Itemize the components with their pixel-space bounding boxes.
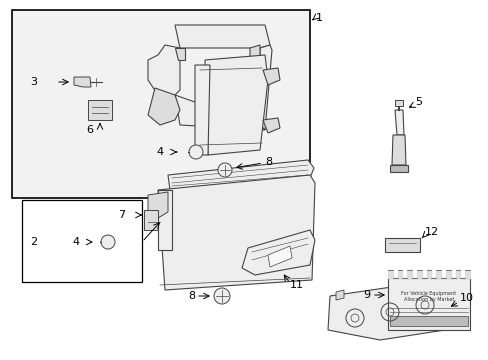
Polygon shape bbox=[148, 192, 168, 218]
Polygon shape bbox=[168, 160, 313, 190]
Text: 8: 8 bbox=[264, 157, 271, 167]
Text: 6: 6 bbox=[86, 125, 93, 135]
Text: 4: 4 bbox=[72, 237, 79, 247]
Polygon shape bbox=[148, 88, 180, 125]
Bar bbox=[12, 10, 309, 198]
Text: 10: 10 bbox=[459, 293, 473, 303]
Polygon shape bbox=[263, 68, 280, 85]
Text: 8: 8 bbox=[187, 291, 195, 301]
Text: 12: 12 bbox=[424, 227, 438, 237]
Polygon shape bbox=[394, 110, 403, 135]
Circle shape bbox=[189, 145, 203, 159]
Polygon shape bbox=[143, 210, 158, 230]
Polygon shape bbox=[455, 270, 459, 278]
Polygon shape bbox=[407, 270, 411, 278]
Bar bbox=[22, 200, 142, 282]
Polygon shape bbox=[263, 118, 280, 133]
Polygon shape bbox=[391, 135, 405, 165]
Polygon shape bbox=[389, 165, 407, 172]
Polygon shape bbox=[267, 246, 291, 267]
Polygon shape bbox=[74, 77, 91, 87]
Text: 4: 4 bbox=[156, 147, 163, 157]
Polygon shape bbox=[175, 95, 264, 130]
Text: 1: 1 bbox=[315, 13, 323, 23]
Text: 7: 7 bbox=[118, 210, 125, 220]
Polygon shape bbox=[158, 175, 314, 290]
Polygon shape bbox=[175, 25, 269, 48]
Text: 5: 5 bbox=[414, 97, 421, 107]
Text: Allocation by Market: Allocation by Market bbox=[403, 297, 453, 302]
Bar bbox=[389, 316, 467, 326]
Polygon shape bbox=[435, 270, 440, 278]
Polygon shape bbox=[445, 270, 450, 278]
Polygon shape bbox=[387, 270, 392, 278]
Text: 9: 9 bbox=[362, 290, 369, 300]
Polygon shape bbox=[394, 100, 402, 106]
Polygon shape bbox=[416, 270, 421, 278]
Polygon shape bbox=[175, 48, 184, 60]
Circle shape bbox=[214, 288, 229, 304]
Text: 3: 3 bbox=[30, 77, 37, 87]
Polygon shape bbox=[260, 45, 271, 130]
Circle shape bbox=[218, 163, 231, 177]
Polygon shape bbox=[148, 45, 180, 95]
Polygon shape bbox=[88, 100, 112, 120]
Polygon shape bbox=[327, 280, 447, 340]
Polygon shape bbox=[464, 270, 469, 278]
Polygon shape bbox=[242, 230, 314, 275]
Polygon shape bbox=[195, 65, 209, 155]
Text: 11: 11 bbox=[289, 280, 304, 290]
Polygon shape bbox=[397, 270, 402, 278]
Text: 2: 2 bbox=[30, 237, 37, 247]
Polygon shape bbox=[249, 45, 260, 62]
Text: For Vehicle Equipment: For Vehicle Equipment bbox=[401, 291, 456, 296]
Polygon shape bbox=[384, 238, 419, 252]
Polygon shape bbox=[335, 290, 343, 300]
Bar bbox=[387, 278, 469, 330]
Circle shape bbox=[101, 235, 115, 249]
Polygon shape bbox=[158, 190, 172, 250]
Polygon shape bbox=[426, 270, 430, 278]
Polygon shape bbox=[204, 55, 267, 155]
